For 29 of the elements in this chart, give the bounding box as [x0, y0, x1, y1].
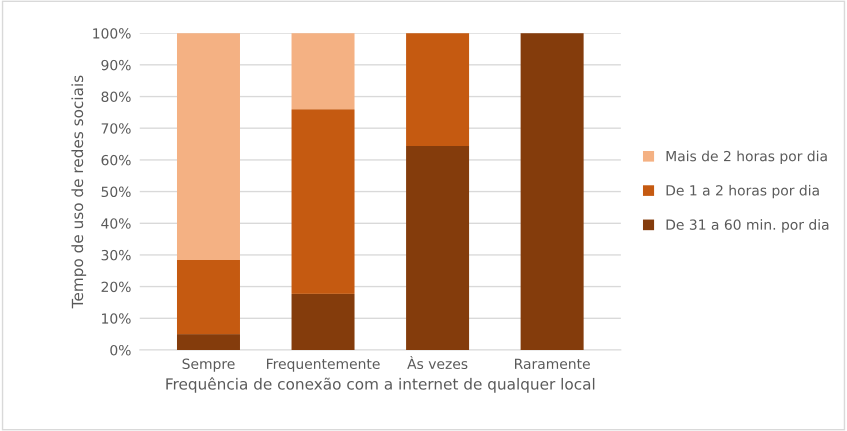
legend-label: De 31 a 60 min. por dia: [666, 219, 828, 233]
bar: [176, 334, 240, 350]
bar: [176, 33, 240, 260]
y-tick-label: 70%: [102, 123, 131, 134]
x-tick-label: Sempre: [182, 358, 235, 372]
y-tick-label: 90%: [101, 60, 131, 70]
y-tick-label: 80%: [101, 92, 131, 102]
y-axis-title: Tempo de uso de redes sociais: [71, 76, 86, 308]
y-tick-label: 30%: [102, 250, 131, 260]
y-tick-label: 100%: [93, 28, 131, 39]
bar: [292, 109, 355, 294]
x-axis-title: Frequência de conexão com a internet de qualquer local: [166, 377, 594, 393]
y-tick-label: 60%: [102, 154, 131, 166]
legend-label: De 1 a 2 horas por dia: [666, 184, 819, 198]
legend-label: Mais de 2 horas por dia: [666, 150, 827, 164]
y-tick-label: 0%: [110, 344, 131, 356]
bar: [292, 294, 355, 350]
bar: [520, 33, 584, 350]
y-tick-label: 10%: [102, 313, 131, 324]
y-tick-label: 40%: [101, 218, 131, 229]
x-tick-label: Frequentemente: [267, 358, 380, 372]
x-tick-label: Raramente: [515, 358, 590, 370]
y-tick-label: 20%: [102, 282, 131, 292]
bar: [292, 33, 355, 110]
x-tick-label: Às vezes: [407, 356, 468, 370]
bar: [406, 146, 470, 350]
bar: [406, 33, 470, 146]
bar: [176, 260, 240, 334]
y-tick-label: 50%: [102, 186, 131, 198]
